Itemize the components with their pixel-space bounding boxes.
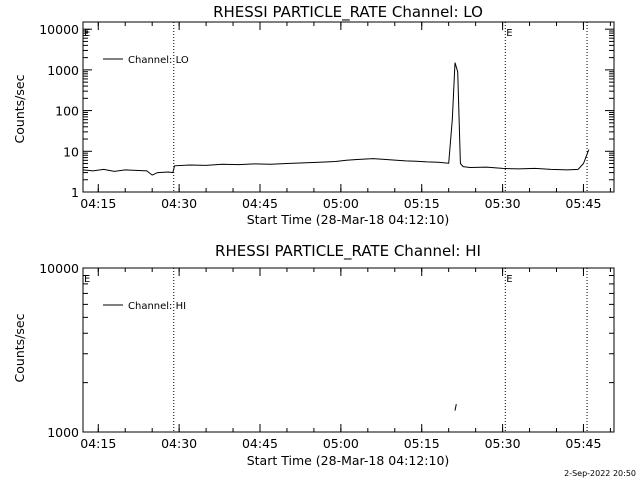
y-tick-label: 10000 <box>39 261 79 276</box>
x-tick-label: 05:45 <box>565 436 601 451</box>
chart-title: RHESSI PARTICLE_RATE Channel: HI <box>215 242 481 261</box>
x-axis-label: Start Time (28-Mar-18 04:12:10) <box>247 453 450 468</box>
y-tick-label: 10 <box>63 144 79 159</box>
series-line <box>82 62 590 176</box>
plot-frame <box>82 267 615 433</box>
x-tick-label: 04:30 <box>161 196 197 211</box>
chart-hi-channel: RHESSI PARTICLE_RATE Channel: HI Counts/… <box>12 242 615 468</box>
x-tick-label: 05:15 <box>404 196 440 211</box>
y-tick-label: 1000 <box>47 63 79 78</box>
chart-lo-channel: RHESSI PARTICLE_RATE Channel: LO Counts/… <box>12 3 615 227</box>
event-marker-label: E <box>506 274 512 285</box>
plot-frame <box>82 21 615 193</box>
y-tick-label: 1 <box>71 185 79 200</box>
axis-ticks: 04:15 04:30 04:45 05:00 05:15 05:30 05:45 1 10 10… <box>39 22 614 211</box>
legend-label: Channel: HI <box>128 301 186 312</box>
x-tick-label: 05:30 <box>485 436 521 451</box>
y-tick-label: 10000 <box>39 22 79 37</box>
y-tick-label: 100 <box>55 104 79 119</box>
x-tick-label: 05:00 <box>323 436 359 451</box>
axis-ticks: 04:15 04:30 04:45 05:00 05:15 05:30 05:45 1000 1… <box>39 261 614 451</box>
y-axis-label: Counts/sec <box>12 313 27 382</box>
x-axis-label: Start Time (28-Mar-18 04:12:10) <box>247 212 450 227</box>
x-tick-label: 05:00 <box>323 196 359 211</box>
date-stamp: 2-Sep-2022 20:50 <box>564 469 636 478</box>
x-tick-label: 04:30 <box>161 436 197 451</box>
chart-title: RHESSI PARTICLE_RATE Channel: LO <box>213 3 483 22</box>
legend: Channel: HI <box>103 301 186 312</box>
legend: Channel: LO <box>103 55 189 66</box>
event-markers: EE <box>84 22 588 192</box>
event-marker-label: E <box>506 28 512 39</box>
data-series <box>82 62 590 176</box>
event-markers: EE <box>84 268 588 432</box>
x-tick-label: 04:45 <box>242 196 278 211</box>
x-tick-label: 05:15 <box>404 436 440 451</box>
data-series <box>454 404 457 411</box>
start-flag: E <box>84 274 90 285</box>
series-line <box>454 404 457 411</box>
x-tick-label: 04:15 <box>80 196 116 211</box>
x-tick-label: 04:45 <box>242 436 278 451</box>
x-tick-label: 05:30 <box>485 196 521 211</box>
x-tick-label: 04:15 <box>80 436 116 451</box>
x-tick-label: 05:45 <box>565 196 601 211</box>
y-tick-label: 1000 <box>47 425 79 440</box>
y-axis-label: Counts/sec <box>12 74 27 143</box>
legend-label: Channel: LO <box>128 55 189 66</box>
